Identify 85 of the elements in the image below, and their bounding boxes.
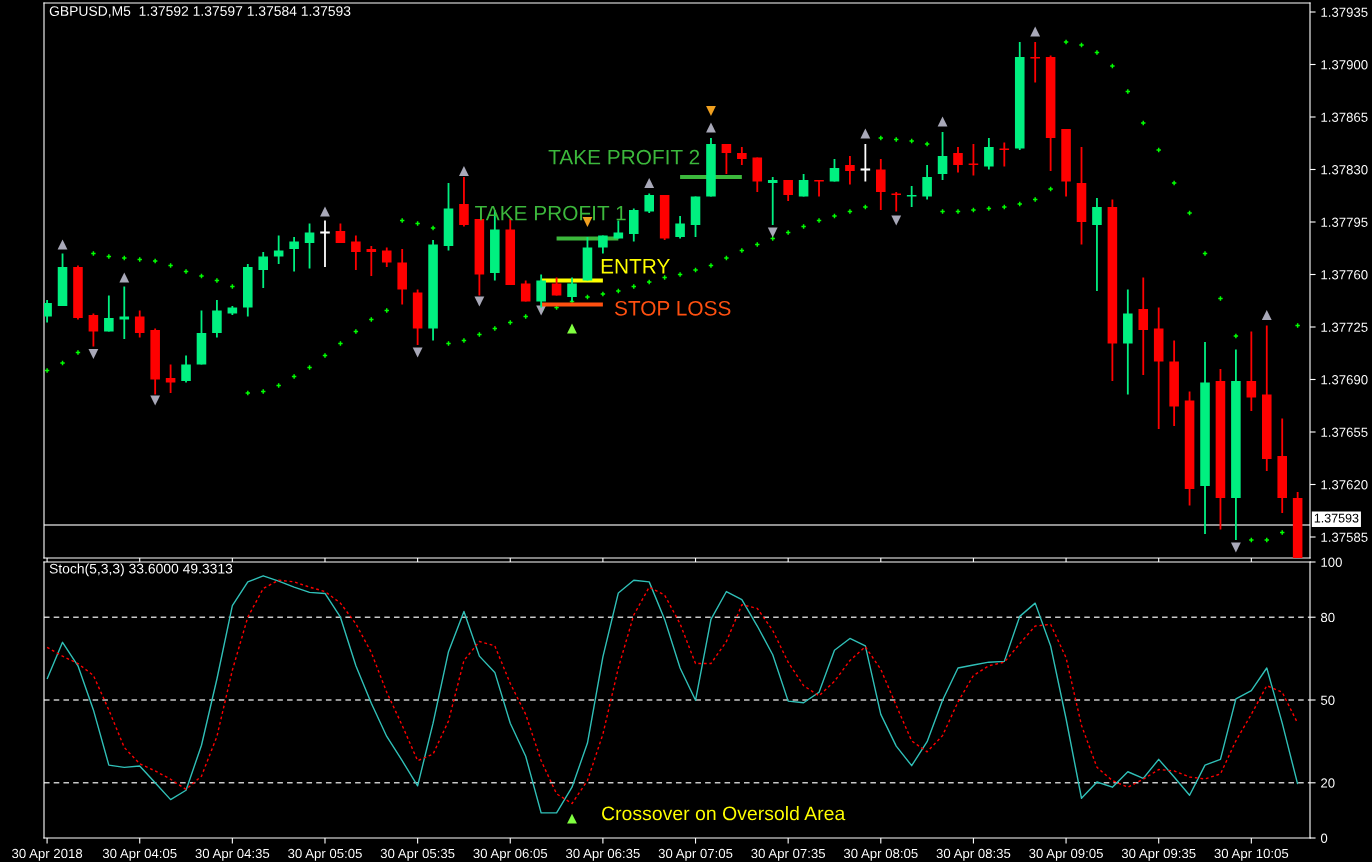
candlestick [289,236,299,273]
y-tick-label: 1.37620 [1321,480,1368,490]
y-tick-label: 1.37725 [1321,322,1368,332]
x-tick-label: 30 Apr 07:35 [751,848,826,861]
x-tick-label: 30 Apr 09:35 [1121,848,1196,861]
candlestick [381,246,392,268]
y-tick-label: 100 [1321,557,1342,567]
point [644,178,655,188]
candlestick [351,234,361,271]
point [88,349,99,359]
y-tick-label: 1.37935 [1321,7,1368,17]
y-tick-label: 1.37655 [1321,427,1368,437]
x-tick-label: 30 Apr 08:35 [936,848,1011,861]
candlestick [319,219,331,268]
candlestick [767,176,778,226]
candlestick [922,164,932,201]
point [459,166,469,176]
x-tick-label: 30 Apr 2018 [12,848,83,861]
point [412,347,423,358]
y-tick-label: 80 [1320,612,1335,623]
candlestick [1138,276,1149,376]
x-tick-label: 30 Apr 05:05 [288,848,362,861]
series-label: STOP LOSS [614,300,731,316]
y-tick-label: 0 [1320,833,1328,843]
y-tick-label: 1.37760 [1321,270,1368,280]
y-tick-label: 1.37830 [1321,165,1368,175]
candlestick [459,176,469,228]
candlestick [999,141,1010,168]
candlestick [181,354,191,384]
annotation: Crossover on Oversold Area [602,806,846,821]
candlestick [721,143,732,175]
ref-line-label: 1.37593 [1314,513,1359,523]
point [860,128,871,139]
y-tick-label: 1.37900 [1321,60,1368,70]
candlestick [258,251,269,289]
candlestick [876,158,886,211]
candlestick [628,207,639,243]
x-tick-label: 30 Apr 08:05 [843,848,918,861]
candlestick [1246,330,1257,412]
point [150,395,161,406]
point [706,122,716,133]
candlestick [953,146,963,174]
point [767,227,778,238]
y-tick-label: 50 [1320,695,1335,705]
candlestick [1092,197,1102,292]
candlestick [984,137,994,171]
candlestick [783,179,793,202]
candlestick [273,234,284,265]
x-tick-label: 30 Apr 04:35 [195,848,270,861]
point [1261,310,1272,320]
candlestick [304,222,315,270]
x-tick-label: 30 Apr 10:05 [1214,848,1289,861]
candlestick [104,294,114,333]
candlestick [134,309,145,339]
point [706,106,716,116]
candlestick [845,155,855,186]
candlestick [937,131,948,181]
x-tick-label: 30 Apr 04:05 [102,848,177,861]
chart-title: GBPUSD,M5 1.37592 1.37597 1.37584 1.37593 [49,6,351,18]
x-tick-label: 30 Apr 09:05 [1029,848,1103,861]
series-label: TAKE PROFIT 2 [548,149,700,165]
candlestick [212,299,222,339]
x-tick-label: 30 Apr 06:05 [473,848,548,861]
x-tick-label: 30 Apr 07:05 [658,848,733,861]
candlestick [520,279,531,303]
y-tick-label: 1.37795 [1321,217,1368,227]
candlestick [859,143,872,183]
candlestick [644,192,654,214]
x-tick-label: 30 Apr 05:35 [380,848,455,861]
point [474,296,485,307]
y-tick-label: 1.37690 [1321,375,1368,385]
candlestick [366,245,377,277]
candlestick [752,156,763,193]
y-tick-label: 1.37585 [1321,532,1368,542]
point [119,272,130,283]
series-label: ENTRY [601,259,670,274]
point [1230,542,1241,553]
candlestick [675,215,685,240]
y-tick-label: 1.37865 [1321,112,1368,122]
point [891,215,902,226]
chart-title: Stoch(5,3,3) 33.6000 49.3313 [49,563,233,577]
x-tick-label: 30 Apr 06:35 [565,848,640,861]
point [1030,26,1041,37]
y-tick-label: 20 [1321,778,1335,788]
candlestick [88,312,99,348]
